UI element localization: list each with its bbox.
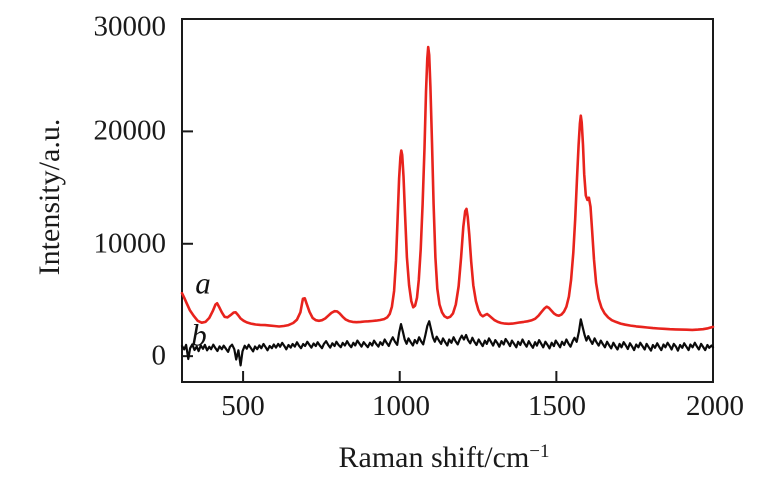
x-tick-label-2000: 2000 bbox=[686, 390, 744, 422]
y-tick-label-30000: 30000 bbox=[93, 10, 167, 43]
x-tick-label-1000: 1000 bbox=[372, 390, 430, 422]
x-tick-label-1500: 1500 bbox=[528, 390, 586, 422]
x-axis-title-text: Raman shift/cm bbox=[338, 441, 530, 474]
y-axis-title: Intensity/a.u. bbox=[33, 118, 66, 276]
curve-label-b: b bbox=[191, 317, 207, 353]
x-tick-label-500: 500 bbox=[221, 390, 265, 422]
y-tick-label-10000: 10000 bbox=[93, 227, 167, 260]
y-tick-label-20000: 20000 bbox=[93, 114, 167, 147]
curve-label-a: a bbox=[195, 265, 211, 301]
spectrum-a-line bbox=[180, 45, 715, 332]
x-axis-title: Raman shift/cm−1 bbox=[338, 442, 549, 473]
x-axis-title-superscript: −1 bbox=[529, 441, 550, 462]
spectrum-b-line bbox=[180, 318, 715, 367]
y-tick-label-0: 0 bbox=[151, 339, 167, 372]
plot-frame bbox=[181, 18, 714, 383]
